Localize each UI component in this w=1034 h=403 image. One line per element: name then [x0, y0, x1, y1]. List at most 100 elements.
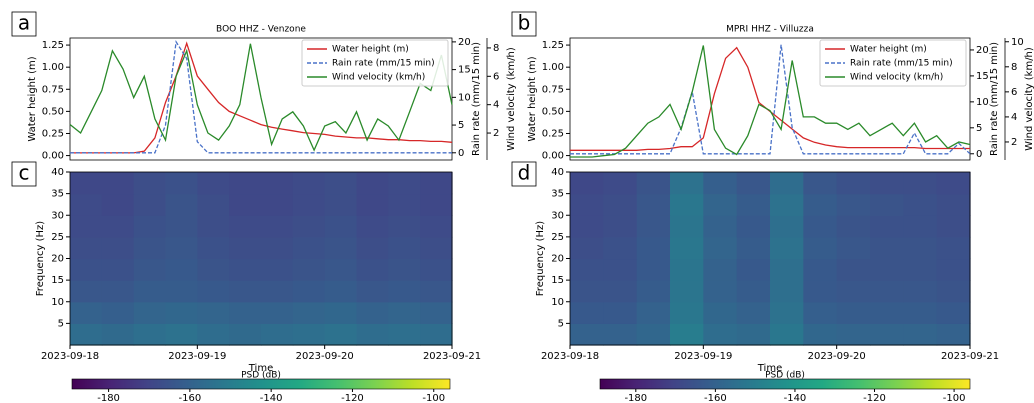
heatmap-cell — [197, 258, 230, 281]
heatmap-cell — [165, 280, 198, 303]
heatmap-cell — [292, 193, 326, 216]
heatmap-cell — [936, 280, 971, 303]
heatmap-cell — [736, 301, 771, 324]
y-tick-label: 5 — [976, 123, 982, 134]
heatmap-cell — [636, 280, 671, 303]
heatmap-cell — [570, 323, 604, 346]
heatmap-cell — [261, 280, 294, 303]
y-tick-label: 30 — [51, 210, 64, 221]
heatmap-cell — [229, 193, 262, 216]
heatmap-cell — [603, 172, 638, 195]
y-tick-label: 35 — [551, 189, 564, 200]
heatmap-cell — [388, 301, 421, 324]
legend-box — [819, 39, 967, 87]
y-tick-label: 10 — [51, 297, 64, 308]
y-tick-label: 4 — [1011, 112, 1017, 123]
heatmap-cell — [229, 301, 262, 324]
y-tick-label: 20 — [458, 37, 471, 48]
heatmap-cell — [636, 172, 671, 195]
heatmap-cell — [703, 258, 738, 281]
heatmap-cell — [603, 258, 638, 281]
heatmap-cell — [670, 172, 704, 195]
colorbar-tick-label: -100 — [943, 393, 966, 403]
y-axis-label: Frequency (Hz) — [35, 221, 46, 297]
y-tick-label: 5 — [458, 120, 464, 131]
heatmap-cell — [356, 323, 389, 346]
panel-label-box — [11, 161, 37, 187]
heatmap-cell — [420, 301, 453, 324]
y-tick-label: 20 — [51, 254, 64, 265]
heatmap-cell — [324, 301, 358, 324]
heatmap-cell — [388, 323, 421, 346]
heatmap-cell — [603, 323, 638, 346]
colorbar-label: PSD (dB) — [241, 371, 281, 381]
colorbar — [599, 378, 971, 390]
heatmap-cell — [420, 280, 453, 303]
heatmap-cell — [356, 172, 389, 195]
colorbar-tick-label: -120 — [341, 393, 364, 403]
y-tick-label: 1.25 — [42, 40, 64, 51]
heatmap-cell — [636, 258, 671, 281]
heatmap-cell — [101, 301, 135, 324]
colorbar-label: PSD (dB) — [765, 371, 805, 381]
y-tick-label: 2 — [1011, 137, 1017, 148]
heatmap-cell — [936, 172, 971, 195]
panel-label: c — [19, 161, 30, 185]
series-line — [570, 44, 971, 155]
heatmap-cell — [70, 236, 103, 260]
colorbar-tick-label: -180 — [97, 393, 120, 403]
heatmap-cell — [703, 193, 738, 216]
heatmap-cell — [903, 193, 938, 216]
heatmap-cell — [803, 236, 838, 260]
heatmap-cell — [903, 215, 938, 238]
x-tick-label: 2023-09-19 — [168, 351, 226, 362]
heatmap-cell — [636, 193, 671, 216]
heatmap-cell — [388, 172, 421, 195]
heatmap-cell — [936, 236, 971, 260]
heatmap-cell — [836, 172, 871, 195]
heatmap-cell — [420, 215, 453, 238]
y-tick-label: 0.75 — [42, 84, 64, 95]
heatmap-cell — [133, 280, 167, 303]
heatmap-cell — [101, 193, 135, 216]
heatmap-cell — [570, 301, 604, 324]
y-tick-label: 15 — [976, 71, 989, 82]
heatmap-cell — [388, 193, 421, 216]
heatmap-cell — [870, 172, 904, 195]
heatmap-cell — [388, 258, 421, 281]
x-tick-label: 2023-09-20 — [808, 351, 866, 362]
heatmap-cell — [870, 323, 904, 346]
heatmap-cell — [570, 258, 604, 281]
heatmap-cell — [420, 323, 453, 346]
panel-label-box — [511, 11, 537, 37]
heatmap-cell — [736, 258, 771, 281]
heatmap-cell — [101, 236, 135, 260]
heatmap-cell — [603, 301, 638, 324]
heatmap-cell — [101, 172, 135, 195]
heatmap-cell — [261, 301, 294, 324]
panel-label-box — [11, 11, 37, 37]
y-tick-label: 15 — [551, 275, 564, 286]
heatmap-cell — [420, 193, 453, 216]
heatmap-cell — [736, 172, 771, 195]
heatmap-cell — [570, 193, 604, 216]
y-tick-label: 6 — [493, 71, 499, 82]
heatmap-cell — [770, 258, 804, 281]
heatmap-cell — [101, 215, 135, 238]
heatmap-cell — [197, 236, 230, 260]
heatmap-cell — [936, 301, 971, 324]
series-line — [70, 40, 452, 154]
heatmap-cell — [133, 193, 167, 216]
plot-area — [69, 37, 453, 161]
heatmap-cell — [670, 215, 704, 238]
heatmap-cell — [703, 236, 738, 260]
heatmap-cell — [670, 280, 704, 303]
heatmap-cell — [324, 323, 358, 346]
y-tick-label: 1.25 — [542, 40, 564, 51]
y-tick-label: 10 — [976, 97, 989, 108]
plot-area — [569, 37, 971, 161]
heatmap-cell — [229, 280, 262, 303]
colorbar-tick-label: -120 — [863, 393, 886, 403]
heatmap-cell — [836, 280, 871, 303]
heatmap-cell — [670, 236, 704, 260]
